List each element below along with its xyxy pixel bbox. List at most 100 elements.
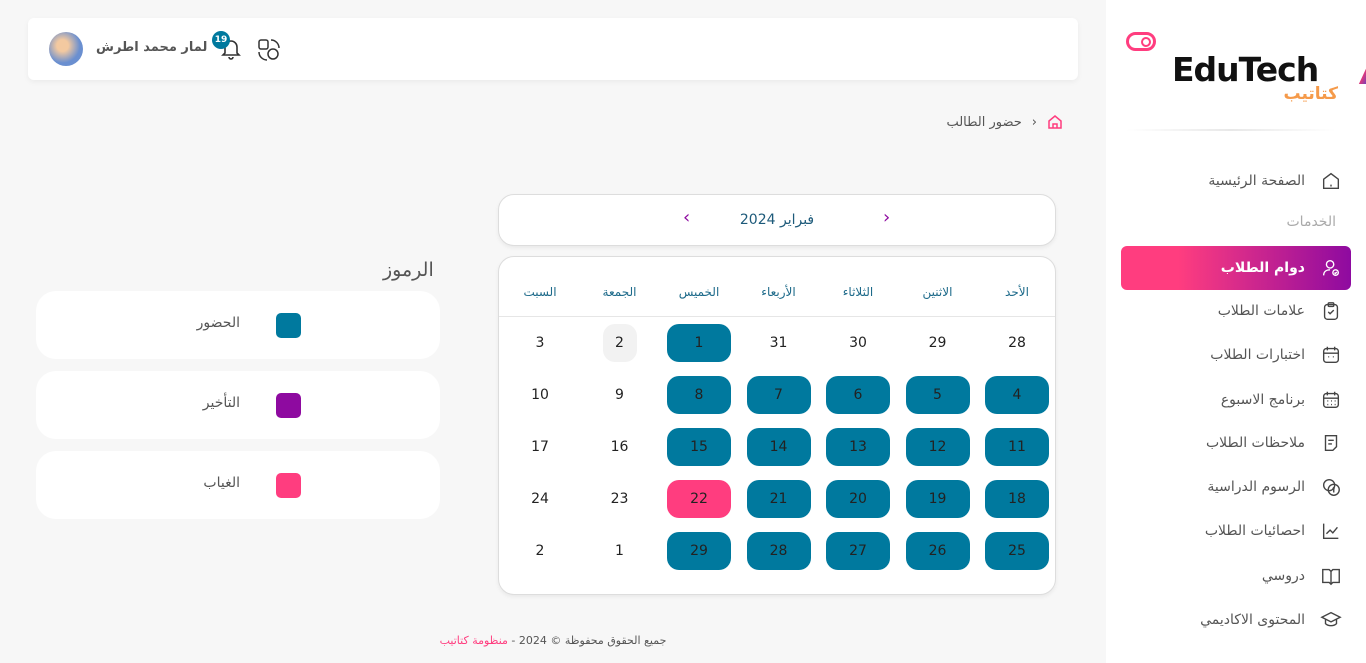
calendar-day[interactable]: 24 [531, 491, 549, 507]
sidebar-item-label: ملاحظات الطلاب [1205, 435, 1305, 451]
calendar-day[interactable]: 23 [610, 491, 629, 507]
weekday-label: الأحد [1005, 285, 1029, 299]
sidebar-item-6[interactable]: الرسوم الدراسية [1121, 465, 1351, 509]
logo-arabic-text: كتاتيب [1283, 84, 1338, 104]
sidebar-item-label: المحتوى الاكاديمي [1200, 612, 1305, 628]
pencil-icon [1358, 62, 1366, 84]
calendar-day[interactable]: 1 [615, 543, 624, 559]
calendar-day-present[interactable]: 20 [826, 480, 890, 518]
legend-title: الرموز [383, 259, 434, 281]
breadcrumb-current: حضور الطالب [946, 114, 1022, 130]
calendar-grid: الأحد الاثنين الثلاثاء الأربعاء الخميس الجمعة… [498, 256, 1056, 595]
user-name[interactable]: لمار محمد اطرش [96, 40, 208, 55]
dollar-coin-icon [1319, 475, 1343, 499]
calendar-day-present[interactable]: 19 [905, 480, 970, 518]
top-bar: لمار محمد اطرش 19 [28, 18, 1078, 80]
user-check-icon [1319, 256, 1343, 280]
sidebar-item-label: علامات الطلاب [1217, 303, 1305, 319]
sidebar-item-label: اختبارات الطلاب [1210, 347, 1305, 363]
calendar-day[interactable]: 17 [531, 439, 549, 455]
calendar-day-present[interactable]: 28 [746, 532, 811, 570]
legend-item: التأخير [36, 371, 440, 439]
home-icon [1319, 169, 1343, 193]
logo-text: EduTech [1172, 50, 1319, 89]
sidebar-item-8[interactable]: دروسي [1121, 554, 1351, 598]
book-icon [1319, 564, 1343, 588]
sidebar-item-label: الرسوم الدراسية [1207, 479, 1305, 495]
notes-icon [1319, 431, 1343, 455]
calendar-header: ‹ فبراير 2024 › [498, 194, 1056, 246]
footer: جميع الحقوق محفوظة © 2024 - منظومة كتاتي… [0, 634, 1106, 647]
calendar-day-present[interactable]: 4 [985, 376, 1049, 414]
chevron-left-icon: ‹ [1031, 114, 1037, 130]
prev-month-button[interactable]: › [883, 207, 891, 228]
calendar-day-present[interactable]: 18 [985, 480, 1049, 518]
breadcrumb: ‹ حضور الطالب [946, 114, 1063, 130]
calendar-grid-icon [1319, 388, 1343, 412]
graduation-cap-icon [1319, 608, 1343, 632]
calendar-day[interactable]: 31 [769, 335, 788, 351]
notification-badge: 19 [212, 31, 230, 49]
calendar-day[interactable]: 28 [1008, 335, 1026, 351]
legend-label: الغياب [203, 475, 240, 491]
month-label: فبراير 2024 [739, 212, 815, 228]
translate-icon[interactable] [257, 38, 281, 62]
calendar-day-present[interactable]: 27 [826, 532, 890, 570]
sidebar-item-label: برنامج الاسبوع [1220, 392, 1305, 408]
sidebar-item-5[interactable]: ملاحظات الطلاب [1121, 421, 1351, 465]
weekday-label: السبت [523, 285, 557, 299]
home-icon[interactable] [1047, 114, 1063, 130]
weekday-label: الأربعاء [761, 285, 796, 299]
weekday-label: الاثنين [922, 285, 953, 299]
calendar-day-present[interactable]: 8 [667, 376, 731, 414]
avatar[interactable] [49, 32, 83, 66]
calendar-day-present[interactable]: 29 [667, 532, 731, 570]
calendar-day-present[interactable]: 5 [905, 376, 970, 414]
calendar-day[interactable]: 3 [535, 335, 545, 351]
weekday-label: الثلاثاء [842, 285, 874, 299]
calendar-day[interactable]: 9 [615, 387, 624, 403]
calendar-day-present[interactable]: 11 [985, 428, 1049, 466]
calendar-day-present[interactable]: 12 [905, 428, 970, 466]
calendar-day[interactable]: 30 [849, 335, 867, 351]
calendar-day[interactable]: 16 [610, 439, 629, 455]
calendar-day-present[interactable]: 15 [667, 428, 731, 466]
chart-line-icon [1319, 519, 1343, 543]
clipboard-check-icon [1319, 299, 1343, 323]
sidebar-item-label: احصائيات الطلاب [1204, 523, 1305, 539]
brand-link[interactable]: منظومة كتاتيب [439, 634, 508, 647]
calendar-day-present[interactable]: 25 [985, 532, 1049, 570]
sidebar-item-9[interactable]: المحتوى الاكاديمي [1121, 598, 1351, 642]
calendar-day-present[interactable]: 26 [905, 532, 970, 570]
calendar-day-present[interactable]: 13 [826, 428, 890, 466]
calendar-day[interactable]: 29 [928, 335, 947, 351]
sidebar-item-label: دروسي [1261, 568, 1305, 584]
legend-swatch [276, 393, 301, 418]
edutech-logo[interactable]: EduTech كتاتيب [1166, 28, 1366, 108]
divider [1126, 129, 1336, 131]
sidebar-item-4[interactable]: برنامج الاسبوع [1121, 378, 1351, 422]
legend-item: الغياب [36, 451, 440, 519]
sidebar-item-label: الصفحة الرئيسية [1208, 173, 1305, 189]
calendar-day[interactable]: 10 [531, 387, 549, 403]
sidebar: EduTech كتاتيب الصفحة الرئيسية دوام الطلا… [1106, 0, 1366, 663]
calendar-day-present[interactable]: 21 [746, 480, 811, 518]
legend-item: الحضور [36, 291, 440, 359]
calendar-day-present[interactable]: 1 [667, 324, 731, 362]
calendar-day-absent[interactable]: 22 [667, 480, 731, 518]
sidebar-item-7[interactable]: احصائيات الطلاب [1121, 509, 1351, 553]
legend-label: الحضور [196, 315, 240, 331]
calendar-day-present[interactable]: 14 [746, 428, 811, 466]
legend-label: التأخير [202, 395, 240, 411]
calendar-day-present[interactable]: 6 [826, 376, 890, 414]
sidebar-item-2[interactable]: علامات الطلاب [1121, 289, 1351, 333]
calendar-day-today[interactable]: 2 [602, 324, 637, 362]
next-month-button[interactable]: ‹ [683, 207, 691, 228]
sidebar-item-1[interactable]: دوام الطلاب [1121, 246, 1351, 290]
sidebar-item-3[interactable]: اختبارات الطلاب [1121, 333, 1351, 377]
calendar-day[interactable]: 2 [535, 543, 545, 559]
sidebar-item-0[interactable]: الصفحة الرئيسية [1121, 159, 1351, 203]
calendar-day-present[interactable]: 7 [746, 376, 811, 414]
sidebar-toggle[interactable] [1126, 32, 1156, 51]
sidebar-item-label: دوام الطلاب [1220, 260, 1305, 276]
